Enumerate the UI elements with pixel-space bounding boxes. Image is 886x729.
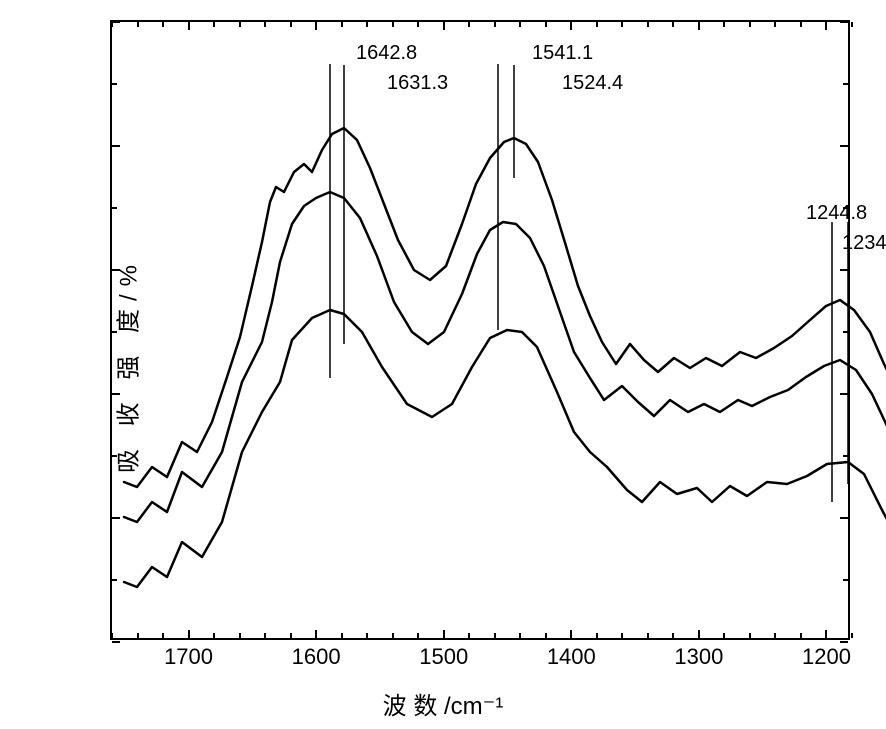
x-tick-label: 1600 <box>292 644 341 670</box>
minor-tick <box>596 22 598 27</box>
minor-tick <box>264 22 266 27</box>
peak-label: 1244.8 <box>806 202 867 225</box>
minor-tick <box>672 22 674 27</box>
y-tick <box>112 269 120 271</box>
tick-mark <box>825 22 827 30</box>
minor-tick <box>774 633 776 638</box>
minor-tick <box>392 22 394 27</box>
minor-tick <box>162 633 164 638</box>
peak-label: 1541.1 <box>532 42 593 65</box>
y-tick <box>112 641 120 643</box>
tick-mark <box>315 22 317 30</box>
minor-tick <box>851 633 853 638</box>
tick-mark <box>570 22 572 30</box>
minor-tick <box>494 633 496 638</box>
spectrum-line-c <box>124 128 886 487</box>
minor-tick <box>494 22 496 27</box>
ir-spectrum-chart: 吸 收 强 度/% 1642.81631.31541.11524.41244.8… <box>0 0 886 729</box>
minor-tick <box>672 633 674 638</box>
minor-tick <box>417 22 419 27</box>
peak-label: 1631.3 <box>387 72 448 95</box>
minor-tick <box>723 633 725 638</box>
spectrum-line-b <box>124 192 886 522</box>
minor-tick <box>647 633 649 638</box>
minor-tick <box>239 633 241 638</box>
y-tick <box>112 393 120 395</box>
minor-tick <box>596 633 598 638</box>
minor-tick <box>392 633 394 638</box>
minor-tick <box>213 22 215 27</box>
minor-tick <box>341 22 343 27</box>
tick-mark <box>188 22 190 30</box>
y-tick <box>843 455 848 457</box>
minor-tick <box>341 633 343 638</box>
x-tick-label: 1200 <box>802 644 851 670</box>
y-tick <box>840 269 848 271</box>
x-tick-label: 1700 <box>164 644 213 670</box>
minor-tick <box>545 22 547 27</box>
minor-tick <box>519 633 521 638</box>
tick-mark <box>698 22 700 30</box>
minor-tick <box>851 22 853 27</box>
peak-label: 1524.4 <box>562 72 623 95</box>
minor-tick <box>417 633 419 638</box>
tick-mark <box>443 22 445 30</box>
y-tick <box>840 517 848 519</box>
y-tick <box>112 21 120 23</box>
y-tick <box>112 579 117 581</box>
tick-mark <box>315 630 317 638</box>
minor-tick <box>213 633 215 638</box>
minor-tick <box>366 22 368 27</box>
x-tick-label: 1500 <box>419 644 468 670</box>
minor-tick <box>647 22 649 27</box>
y-tick <box>840 393 848 395</box>
y-tick <box>840 21 848 23</box>
minor-tick <box>749 633 751 638</box>
tick-mark <box>570 630 572 638</box>
minor-tick <box>137 633 139 638</box>
y-tick <box>840 145 848 147</box>
y-tick <box>843 83 848 85</box>
tick-mark <box>443 630 445 638</box>
y-tick <box>112 331 117 333</box>
minor-tick <box>290 633 292 638</box>
minor-tick <box>111 633 113 638</box>
y-tick <box>112 145 120 147</box>
minor-tick <box>162 22 164 27</box>
y-tick <box>840 641 848 643</box>
x-tick-label: 1300 <box>674 644 723 670</box>
tick-mark <box>698 630 700 638</box>
minor-tick <box>264 633 266 638</box>
minor-tick <box>723 22 725 27</box>
minor-tick <box>800 633 802 638</box>
minor-tick <box>545 633 547 638</box>
minor-tick <box>366 633 368 638</box>
minor-tick <box>468 22 470 27</box>
y-tick <box>843 579 848 581</box>
minor-tick <box>519 22 521 27</box>
y-tick <box>112 517 120 519</box>
minor-tick <box>137 22 139 27</box>
x-axis-label: 波 数 /cm⁻¹ <box>383 686 504 721</box>
y-tick <box>112 207 117 209</box>
x-tick-label: 1400 <box>547 644 596 670</box>
minor-tick <box>239 22 241 27</box>
y-tick <box>843 331 848 333</box>
peak-label: 1234.4 <box>842 232 886 255</box>
minor-tick <box>468 633 470 638</box>
plot-area: 1642.81631.31541.11524.41244.81234.4 abc… <box>110 20 850 640</box>
tick-mark <box>825 630 827 638</box>
y-tick <box>112 83 117 85</box>
y-tick <box>112 455 117 457</box>
spectrum-line-a <box>124 310 886 587</box>
tick-mark <box>188 630 190 638</box>
peak-label: 1642.8 <box>356 42 417 65</box>
minor-tick <box>290 22 292 27</box>
minor-tick <box>621 22 623 27</box>
minor-tick <box>800 22 802 27</box>
minor-tick <box>774 22 776 27</box>
minor-tick <box>621 633 623 638</box>
minor-tick <box>749 22 751 27</box>
plot-svg <box>112 22 848 638</box>
